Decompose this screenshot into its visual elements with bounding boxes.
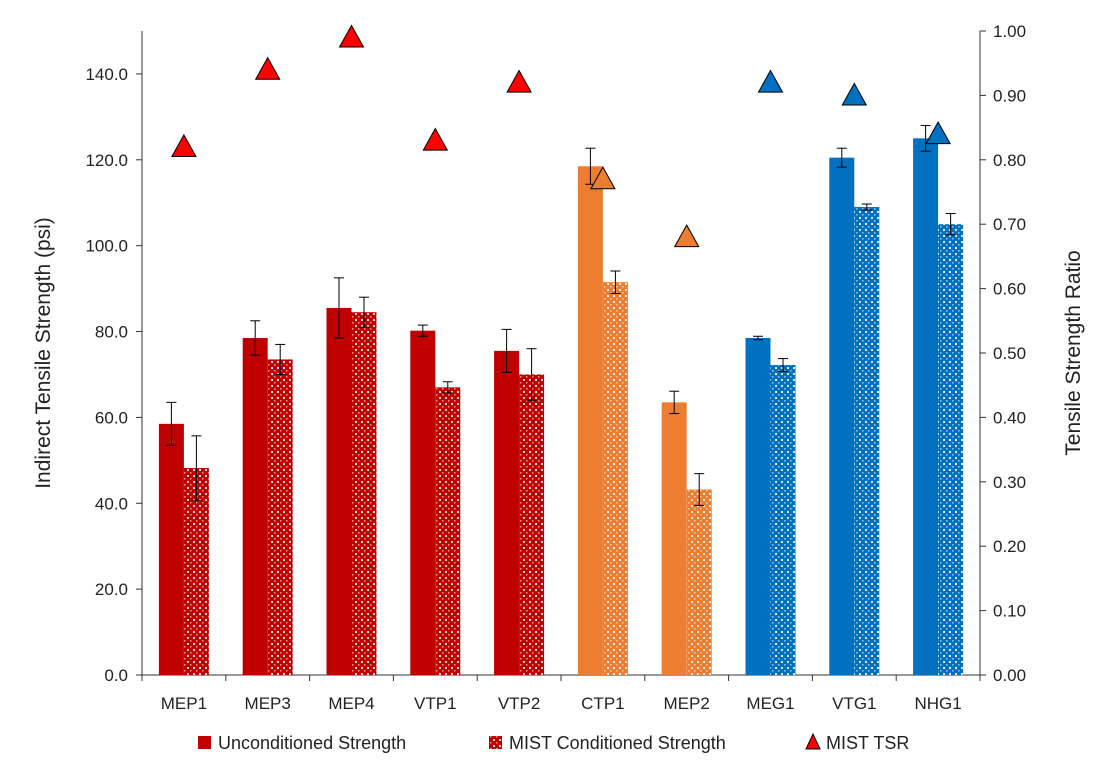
x-tick-label: MEP1: [161, 694, 207, 713]
bar-mist-conditioned: [435, 387, 461, 675]
axes-layer: 0.0 20.0 40.0 60.0 80.0 100.0 120.0 140.0 0.00 0.…: [85, 22, 1026, 713]
tsr-marker: [422, 127, 449, 151]
left-tick-label: 40.0: [95, 494, 128, 513]
bar-mist-conditioned: [854, 207, 880, 675]
error-bars-layer: [166, 124, 956, 506]
x-tick-label: VTP2: [498, 694, 541, 713]
left-tick-label: 60.0: [95, 408, 128, 427]
left-tick-label: 20.0: [95, 580, 128, 599]
right-tick-label: 1.00: [993, 22, 1026, 41]
right-axis-title: Tensile Strength Ratio: [1062, 250, 1085, 455]
right-tick-label: 0.80: [993, 151, 1026, 170]
bar-mist-conditioned: [183, 468, 209, 675]
left-tick-label: 100.0: [85, 237, 128, 256]
right-tick-label: 0.30: [993, 473, 1026, 492]
legend-label: Unconditioned Strength: [218, 733, 406, 753]
left-tick-label: 0.0: [104, 666, 128, 685]
tsr-marker: [925, 121, 951, 145]
x-tick-label: MEP4: [328, 694, 374, 713]
x-tick-label: CTP1: [581, 694, 624, 713]
legend-swatch-triangle: [805, 732, 821, 750]
right-tick-label: 0.00: [993, 666, 1026, 685]
right-tick-label: 0.10: [993, 602, 1026, 621]
bar-unconditioned: [577, 166, 603, 676]
right-tick-label: 0.40: [993, 408, 1026, 427]
bar-unconditioned: [494, 350, 520, 675]
x-tick-label: VTG1: [832, 694, 876, 713]
x-tick-label: VTP1: [414, 694, 457, 713]
left-tick-label: 140.0: [85, 65, 128, 84]
left-axis-title: Indirect Tensile Strength (psi): [32, 217, 55, 489]
bar-unconditioned: [326, 307, 352, 675]
x-tick-label: NHG1: [914, 694, 961, 713]
bar-unconditioned: [410, 330, 436, 675]
legend: Unconditioned Strength MIST Conditioned S…: [198, 732, 909, 753]
bar-mist-conditioned: [602, 282, 628, 675]
bar-unconditioned: [158, 423, 184, 675]
right-tick-label: 0.20: [993, 537, 1026, 556]
bar-unconditioned: [829, 157, 855, 676]
tsr-marker: [338, 24, 365, 48]
bar-mist-conditioned: [938, 224, 964, 675]
tsr-marker: [841, 82, 868, 106]
legend-swatch-patterned: [489, 736, 502, 749]
right-tick-label: 0.70: [993, 215, 1026, 234]
left-tick-label: 120.0: [85, 151, 128, 170]
bar-unconditioned: [913, 138, 939, 676]
bar-mist-conditioned: [267, 359, 293, 675]
bar-mist-conditioned: [519, 374, 545, 675]
tsr-marker: [590, 166, 616, 190]
x-tick-label: MEG1: [746, 694, 794, 713]
right-tick-label: 0.90: [993, 86, 1026, 105]
x-tick-label: MEP3: [245, 694, 291, 713]
bar-mist-conditioned: [351, 312, 377, 675]
bar-unconditioned: [242, 337, 268, 675]
legend-label: MIST TSR: [826, 733, 909, 753]
bar-unconditioned: [745, 337, 771, 675]
tsr-marker: [171, 133, 197, 158]
bar-mist-conditioned: [770, 365, 796, 675]
tsr-marker: [673, 224, 700, 248]
x-tick-label: MEP2: [664, 694, 710, 713]
tsr-marker: [254, 56, 281, 80]
right-tick-label: 0.50: [993, 344, 1026, 363]
legend-swatch-solid: [198, 736, 211, 749]
tsr-marker: [506, 69, 532, 93]
tsr-markers-layer: [171, 24, 951, 248]
bars-layer: [158, 138, 964, 676]
bar-unconditioned: [661, 402, 687, 675]
left-tick-label: 80.0: [95, 323, 128, 342]
legend-label: MIST Conditioned Strength: [509, 733, 726, 753]
tsr-marker: [757, 69, 784, 93]
right-tick-label: 0.60: [993, 280, 1026, 299]
bar-mist-conditioned: [686, 489, 712, 675]
